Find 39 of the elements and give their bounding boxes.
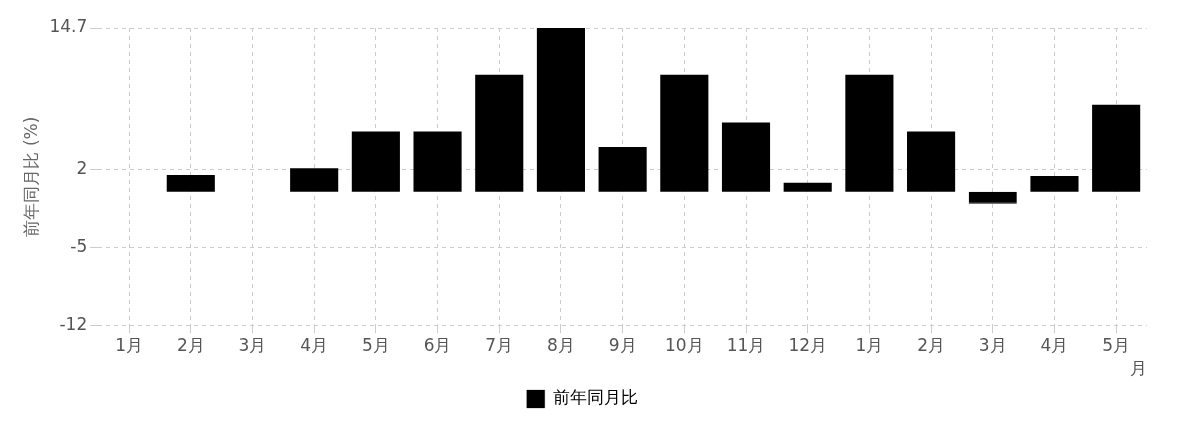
x-tick-label: 9月 [608, 334, 637, 355]
bar [598, 147, 647, 192]
x-tick-label: 2月 [176, 334, 205, 355]
y-tick-label: 2 [76, 157, 88, 178]
bar [351, 131, 400, 192]
x-tick-label: 11月 [726, 334, 766, 355]
x-tick-label: 10月 [665, 334, 704, 355]
bar [660, 74, 709, 192]
bar [166, 174, 215, 192]
x-axis-title: 月 [1130, 358, 1147, 379]
y-axis-title: 前年同月比 (%) [20, 116, 41, 237]
x-tick-label: 8月 [547, 334, 575, 355]
x-tick-label: 3月 [978, 334, 1007, 355]
x-tick-label: 1月 [855, 334, 884, 355]
x-tick-label: 6月 [423, 334, 452, 355]
y-tick-label: -12 [59, 313, 88, 334]
y-tick-label: -5 [70, 235, 88, 256]
bar [907, 131, 956, 192]
y-tick-label: 14.7 [49, 16, 88, 37]
bar [413, 131, 462, 192]
x-tick-label: 2月 [917, 334, 945, 355]
x-tick-label: 5月 [1102, 334, 1131, 355]
x-tick-label: 5月 [361, 334, 390, 355]
x-tick-label: 4月 [1040, 334, 1069, 355]
bar [845, 74, 894, 192]
bar [475, 74, 524, 192]
bar [968, 191, 1017, 204]
bar [1092, 104, 1141, 192]
bar [290, 168, 339, 192]
bar [1030, 176, 1079, 192]
x-tick-label: 3月 [238, 334, 267, 355]
x-tick-label: 12月 [788, 334, 828, 355]
bar [721, 122, 771, 192]
x-tick-label: 1月 [115, 334, 144, 355]
bar [536, 28, 585, 192]
x-tick-label: 4月 [300, 334, 329, 355]
bar [783, 182, 832, 192]
x-tick-label: 7月 [485, 334, 514, 355]
legend-label: 前年同月比 [553, 387, 639, 408]
